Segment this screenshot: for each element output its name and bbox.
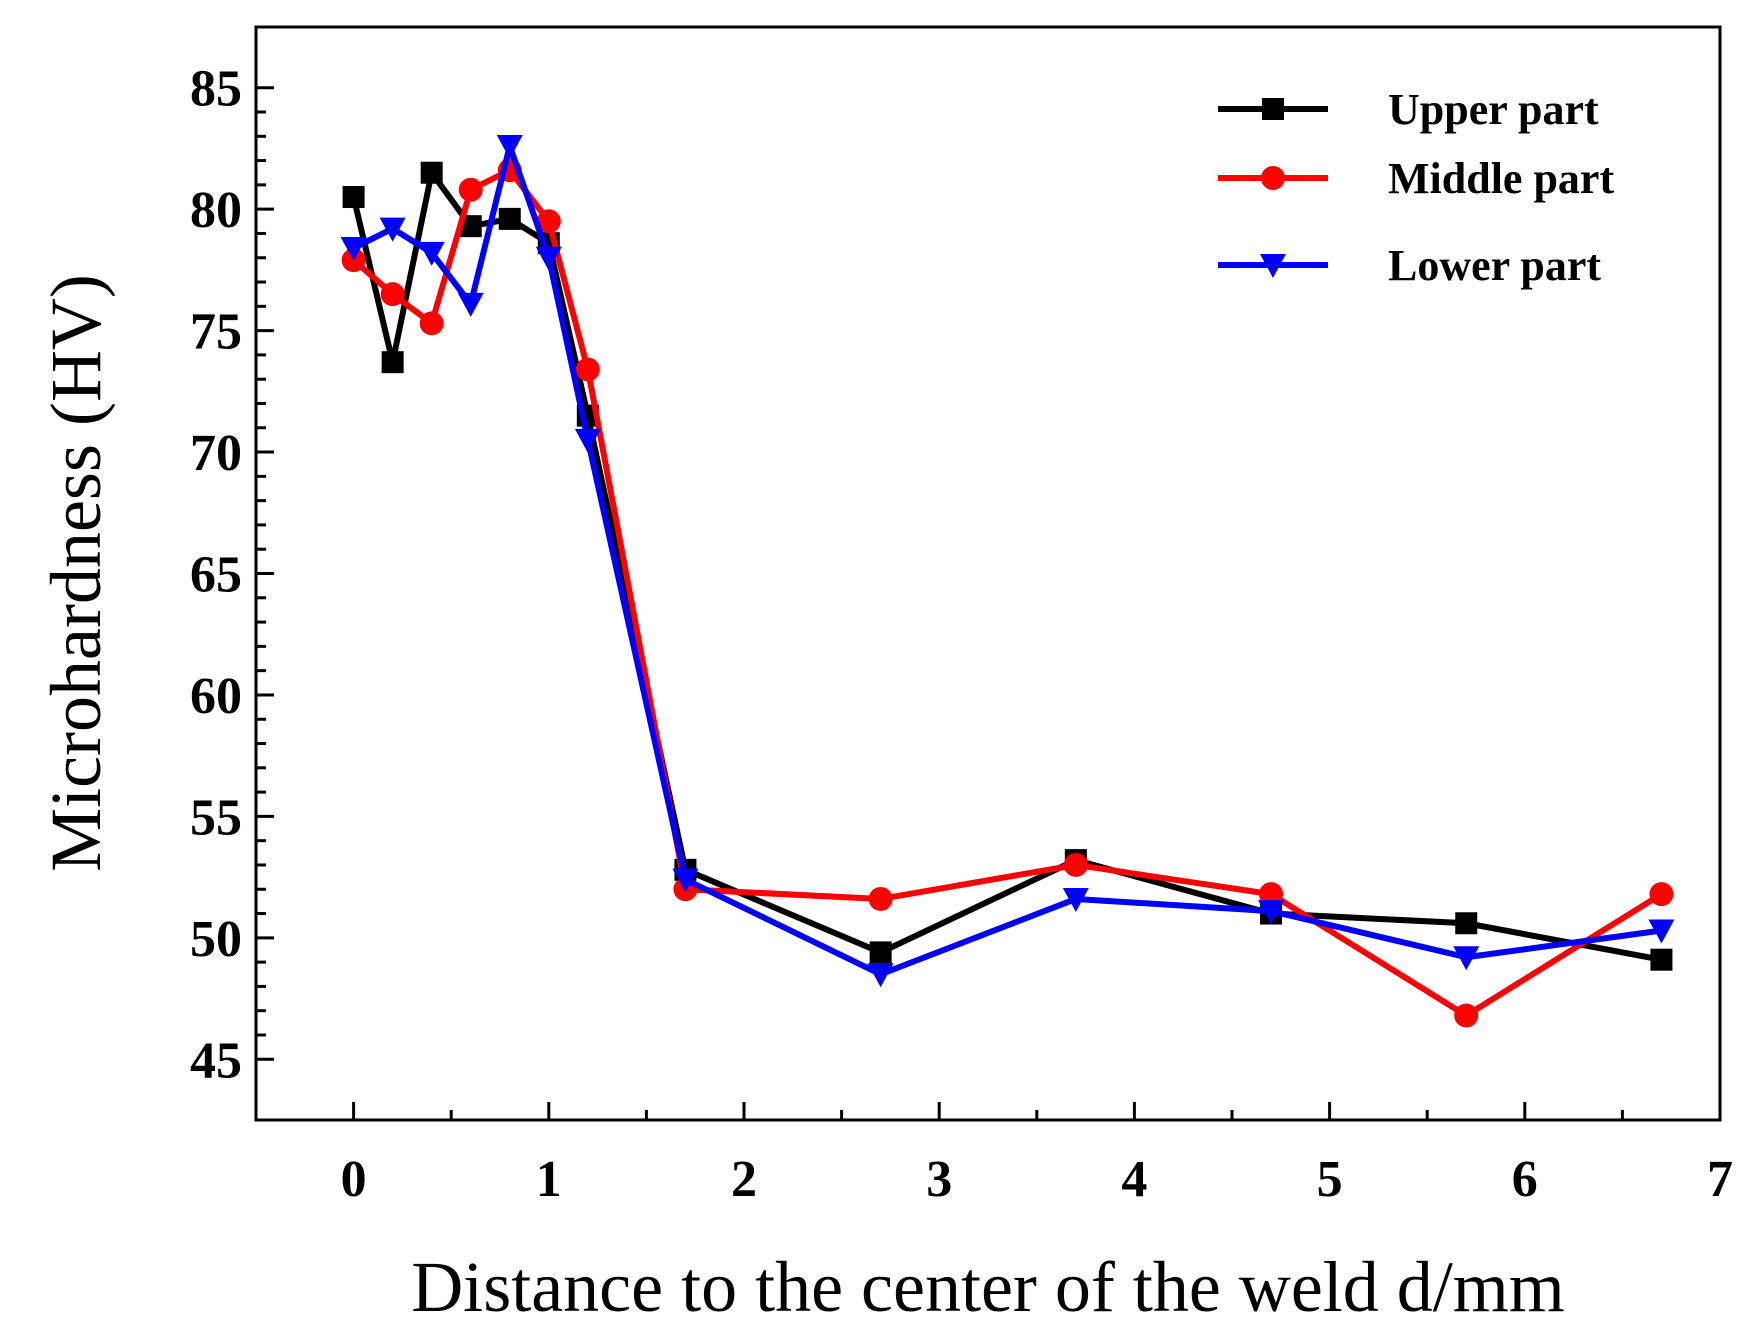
lower-part-point <box>574 428 601 453</box>
y-axis-title: Microhardness (HV) <box>36 274 116 872</box>
lower-part-point <box>1648 919 1675 944</box>
legend-item-lower-part: Lower part <box>1218 241 1601 290</box>
legend-label-lower-part: Lower part <box>1388 241 1601 290</box>
upper-part-point <box>459 215 482 238</box>
legend-marker-middle-part <box>1261 166 1285 190</box>
upper-part-point <box>1650 948 1673 971</box>
y-tick-label: 45 <box>190 1032 242 1089</box>
upper-part-point <box>381 351 404 374</box>
middle-part-point <box>575 357 600 382</box>
series-group <box>340 135 1675 1028</box>
y-tick-label: 85 <box>190 61 242 118</box>
legend-label-upper-part: Upper part <box>1388 85 1599 134</box>
legend-marker-upper-part <box>1262 98 1284 120</box>
x-axis-title: Distance to the center of the weld d/mm <box>411 1247 1565 1327</box>
y-tick-label: 55 <box>190 789 242 846</box>
x-tick-label: 4 <box>1121 1151 1147 1208</box>
lower-part-point <box>535 246 562 271</box>
x-tick-label: 1 <box>536 1151 562 1208</box>
legend: Upper part Middle part Lower part <box>1218 85 1614 290</box>
y-tick-label: 80 <box>190 182 242 239</box>
middle-part-point <box>1259 882 1284 907</box>
lower-part-point <box>1062 887 1089 912</box>
legend-item-upper-part: Upper part <box>1218 85 1599 134</box>
y-tick-label: 75 <box>190 304 242 361</box>
middle-part-point <box>1649 882 1674 907</box>
x-tick-label: 0 <box>341 1151 367 1208</box>
upper-part-point <box>420 161 443 184</box>
middle-part-point <box>458 177 483 202</box>
plot-frame <box>254 25 1722 1122</box>
y-tick-labels: 45 50 55 60 65 70 75 80 85 <box>190 61 242 1090</box>
lower-part-point <box>418 241 445 266</box>
lower-part-point <box>379 217 406 242</box>
lower-part-point <box>1258 900 1285 925</box>
lower-part-point <box>340 237 367 262</box>
x-tick-label: 6 <box>1512 1151 1538 1208</box>
x-tick-label: 2 <box>731 1151 757 1208</box>
middle-part-point <box>1454 1003 1479 1028</box>
legend-marker-lower-part <box>1260 254 1286 278</box>
series-lower-part <box>340 135 1675 988</box>
lower-part-point <box>457 292 484 317</box>
x-tick-label: 3 <box>926 1151 952 1208</box>
lower-part-point <box>672 868 699 893</box>
y-tick-label: 50 <box>190 911 242 968</box>
upper-part-point <box>498 207 521 230</box>
middle-part-point <box>1063 852 1088 877</box>
upper-part-point <box>1455 912 1478 935</box>
upper-part-point <box>869 941 892 964</box>
upper-part-point <box>342 186 365 209</box>
middle-part-point <box>536 209 561 234</box>
lower-part-point <box>496 135 523 160</box>
lower-part-point <box>867 963 894 988</box>
y-tick-label: 65 <box>190 547 242 604</box>
legend-item-middle-part: Middle part <box>1218 154 1614 203</box>
y-tick-label: 70 <box>190 425 242 482</box>
lower-part-point <box>1453 946 1480 971</box>
middle-part-point <box>380 282 405 307</box>
middle-part-point <box>419 311 444 336</box>
middle-part-point <box>868 886 893 911</box>
x-tick-label: 7 <box>1707 1151 1733 1208</box>
y-tick-label: 60 <box>190 668 242 725</box>
legend-label-middle-part: Middle part <box>1388 154 1614 203</box>
x-tick-label: 5 <box>1317 1151 1343 1208</box>
x-tick-labels: 0 1 2 3 4 5 6 7 <box>341 1151 1733 1208</box>
minor-ticks <box>256 110 1624 1120</box>
